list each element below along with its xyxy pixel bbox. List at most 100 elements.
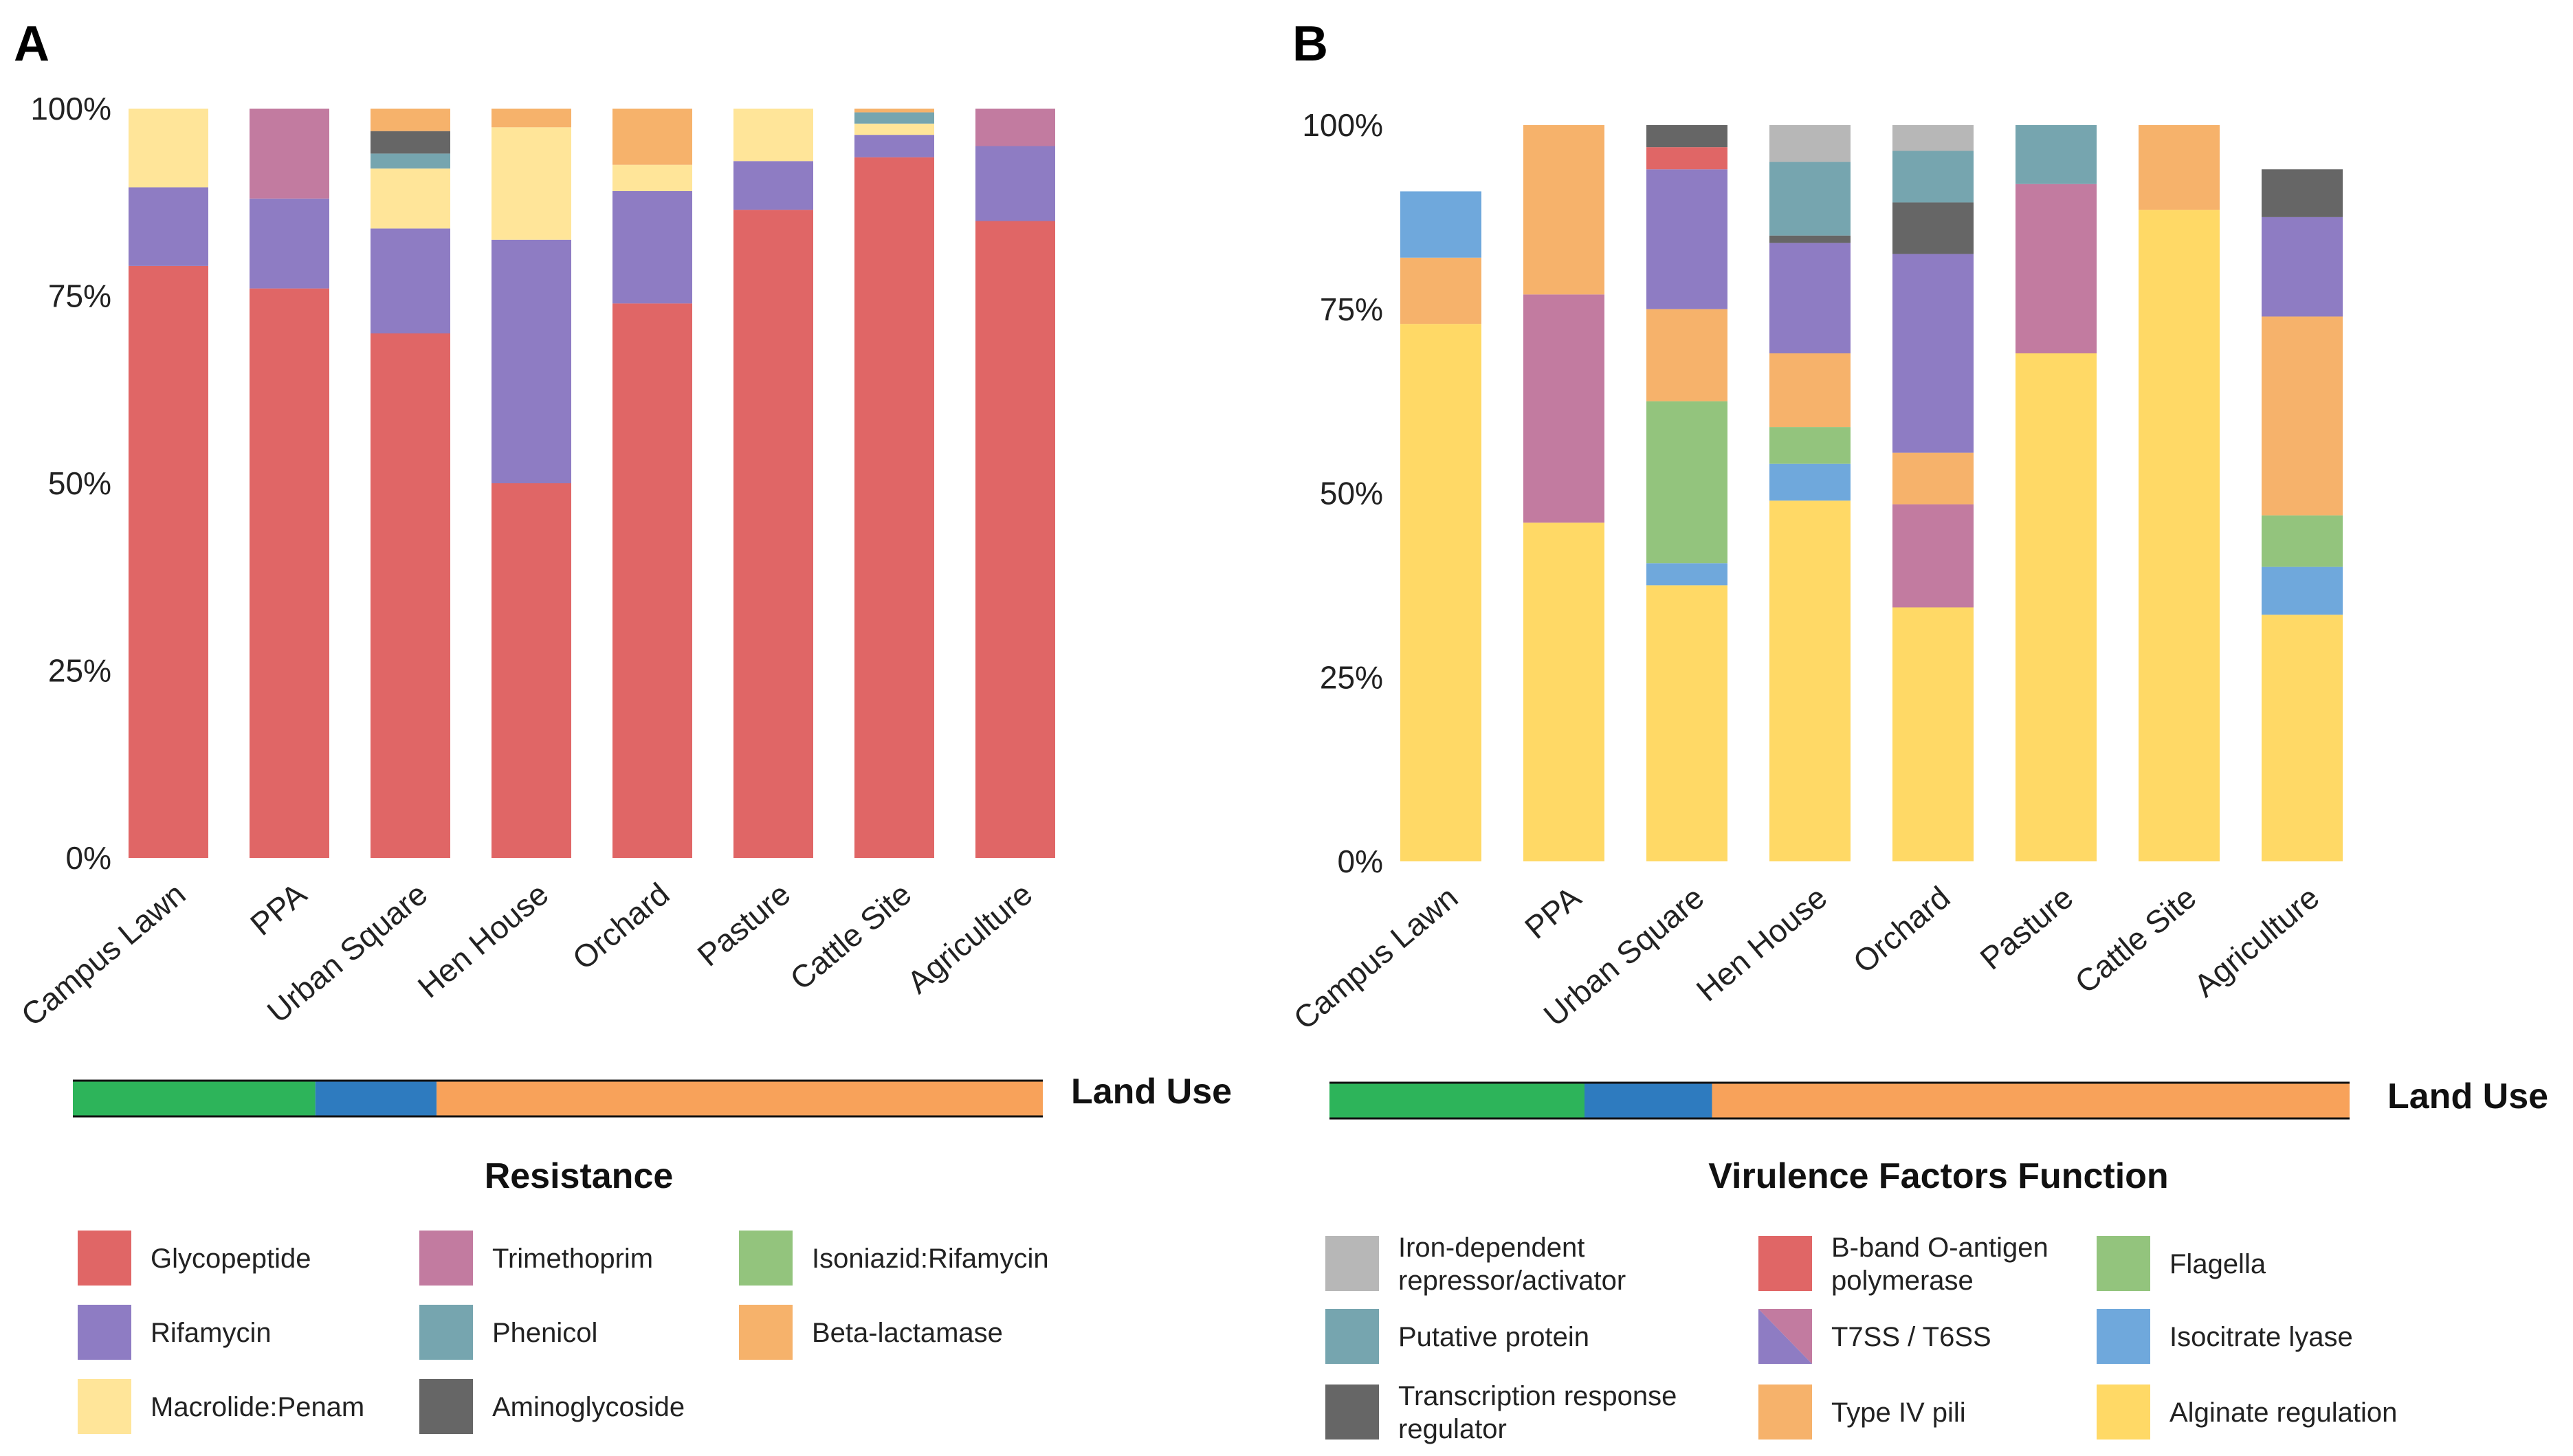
panel-b-bar-pasture-alginate-regulation <box>2016 353 2097 861</box>
panel-a-bar-pasture-macrolide-penam <box>733 109 813 162</box>
panel-b-bar-urban-square-type-iv-pili <box>1646 309 1727 401</box>
panel-a-legend-label-aminoglycoside: Aminoglycoside <box>492 1392 685 1422</box>
panel-a-legend-swatch-trimethoprim <box>419 1231 473 1286</box>
panel-a-bar-urban-square-beta-lactamase <box>371 109 450 131</box>
panel-b-xtick-orchard: Orchard <box>1846 879 1957 980</box>
panel-b-bar-campus-lawn-type-iv-pili <box>1400 257 1481 324</box>
panel-a-bar-orchard-glycopeptide <box>612 303 692 858</box>
panel-b-bar-agriculture-flagella <box>2262 515 2343 567</box>
panel-a-bar-cattle-site-rifamycin <box>854 135 934 157</box>
panel-b-bar-cattle-site-alginate-regulation <box>2139 210 2220 861</box>
panel-b-bar-orchard-alginate-regulation <box>1892 607 1974 861</box>
panel-b-bar-agriculture-isocitrate-lyase <box>2262 566 2343 615</box>
panel-a-bar-campus-lawn-macrolide-penam <box>129 109 208 188</box>
panel-a-bar-orchard-beta-lactamase <box>612 109 692 165</box>
panel-a-bar-pasture-glycopeptide <box>733 210 813 858</box>
panel-a-legend-swatch-beta-lactamase <box>739 1305 793 1360</box>
panel-b-xtick-pasture: Pasture <box>1974 879 2080 977</box>
panel-b-bar-orchard-t7ss-t6ss-purple <box>1892 254 1974 453</box>
panel-b-legend-label-putative-protein: Putative protein <box>1398 1322 1589 1352</box>
panel-b-ytick-0: 0% <box>1338 843 1383 879</box>
panel-b-bar-hen-house-t7ss-t6ss-purple <box>1769 243 1851 354</box>
panel-a-xtick-cattle-site: Cattle Site <box>783 876 918 997</box>
panel-a-legend-title: Resistance <box>485 1156 674 1196</box>
panel-b-bar-orchard-iron-dependent-repressor-activator <box>1892 125 1974 151</box>
panel-b-legend-label-transcription-response-regulator: Transcription response regulator <box>1398 1381 1677 1444</box>
panel-a-bar-urban-square-phenicol <box>371 153 450 169</box>
panel-b-bar-urban-square-b-band-o-antigen-polymerase <box>1646 147 1727 170</box>
panel-a-bar-hen-house-macrolide-penam <box>492 127 571 240</box>
panel-a-bar-urban-square-macrolide-penam <box>371 168 450 229</box>
panel-b-bar-agriculture-type-iv-pili <box>2262 316 2343 516</box>
panel-b-legend-label-t7ss-t6ss: T7SS / T6SS <box>1831 1322 1991 1352</box>
panel-b-bar-urban-square-t7ss-t6ss-purple <box>1646 169 1727 309</box>
panel-a-bar-ppa-glycopeptide <box>250 288 329 859</box>
panel-a-bar-cattle-site-glycopeptide <box>854 157 934 859</box>
panel-a-xtick-pasture: Pasture <box>691 876 797 973</box>
panel-b-bar-ppa-alginate-regulation <box>1523 522 1604 861</box>
panel-b-bar-hen-house-flagella <box>1769 427 1851 464</box>
panel-a-legend-label-rifamycin: Rifamycin <box>151 1318 272 1348</box>
panel-a-ytick-25: 25% <box>48 653 111 689</box>
panel-b-ytick-25: 25% <box>1320 659 1383 695</box>
panel-a-land-use-label: Land Use <box>1071 1072 1232 1112</box>
panel-b-bar-hen-house-transcription-response-regulator <box>1769 235 1851 243</box>
panel-b-ytick-75: 75% <box>1320 291 1383 327</box>
panel-b-bar-hen-house-alginate-regulation <box>1769 500 1851 861</box>
panel-b-bar-pasture-t7ss-t6ss <box>2016 184 2097 354</box>
panel-b-bar-orchard-transcription-response-regulator <box>1892 202 1974 254</box>
panel-a-legend-swatch-rifamycin <box>78 1305 131 1360</box>
panel-a-ytick-75: 75% <box>48 278 111 314</box>
panel-b-legend-label-iron-dependent-repressor-activator: Iron-dependent repressor/activator <box>1398 1233 1626 1296</box>
panel-b-legend-title: Virulence Factors Function <box>1708 1156 2168 1196</box>
panel-b-bar-orchard-putative-protein <box>1892 151 1974 203</box>
panel-a-legend-swatch-isoniazid-rifamycin <box>739 1231 793 1286</box>
panel-a-bar-agriculture-trimethoprim <box>975 109 1055 146</box>
panel-b-legend-swatch-t7ss-t6ss-purple <box>1758 1309 1812 1364</box>
panel-a-legend-label-isoniazid-rifamycin: Isoniazid:Rifamycin <box>812 1244 1049 1274</box>
panel-b-bar-hen-house-putative-protein <box>1769 162 1851 236</box>
panel-b-legend-swatch-type-iv-pili <box>1758 1385 1812 1440</box>
panel-b-bar-urban-square-flagella <box>1646 401 1727 564</box>
panel-b-bar-agriculture-alginate-regulation <box>2262 615 2343 861</box>
panel-b-letter: B <box>1292 16 1328 71</box>
panel-b-land-use-label: Land Use <box>2387 1077 2548 1116</box>
panel-a-bar-agriculture-glycopeptide <box>975 221 1055 858</box>
panel-b-legend-label-b-band-o-antigen-polymerase: B-band O-antigen polymerase <box>1831 1233 2049 1296</box>
panel-b-bar-urban-square-transcription-response-regulator <box>1646 125 1727 148</box>
panel-b-bar-hen-house-type-iv-pili <box>1769 353 1851 428</box>
panel-b-legend-swatch-putative-protein <box>1325 1309 1379 1364</box>
panel-a-bar-urban-square-glycopeptide <box>371 333 450 858</box>
panel-b-bar-campus-lawn-alginate-regulation <box>1400 324 1481 861</box>
panel-a-bar-urban-square-rifamycin <box>371 228 450 333</box>
panel-b-land-use-segment-2 <box>1584 1083 1712 1118</box>
panel-a-bar-ppa-rifamycin <box>250 198 329 289</box>
panel-a-legend-label-trimethoprim: Trimethoprim <box>492 1244 653 1274</box>
panel-a-xtick-ppa: PPA <box>243 876 313 942</box>
panel-a-legend-swatch-aminoglycoside <box>419 1379 473 1434</box>
panel-a-legend-swatch-macrolide-penam <box>78 1379 131 1434</box>
panel-b-bar-hen-house-isocitrate-lyase <box>1769 463 1851 501</box>
panel-b-legend-label-alginate-regulation: Alginate regulation <box>2169 1398 2397 1428</box>
panel-b-bar-ppa-t7ss-t6ss <box>1523 294 1604 523</box>
panel-b-bar-orchard-type-iv-pili <box>1892 452 1974 505</box>
panel-b-bar-orchard-t7ss-t6ss <box>1892 504 1974 608</box>
panel-a-bar-pasture-rifamycin <box>733 161 813 210</box>
panel-b-xtick-agriculture: Agriculture <box>2187 879 2326 1004</box>
panel-a-bar-cattle-site-beta-lactamase <box>854 109 934 113</box>
panel-a-legend-label-glycopeptide: Glycopeptide <box>151 1244 311 1274</box>
panel-b-ytick-100: 100% <box>1302 107 1383 143</box>
panel-a-legend-label-macrolide-penam: Macrolide:Penam <box>151 1392 364 1422</box>
panel-b-bar-hen-house-iron-dependent-repressor-activator <box>1769 125 1851 162</box>
panel-a-xtick-orchard: Orchard <box>566 876 676 977</box>
panel-b-xtick-hen-house: Hen House <box>1690 879 1834 1008</box>
panel-a-ytick-100: 100% <box>30 91 111 126</box>
panel-b-xtick-campus-lawn: Campus Lawn <box>1287 879 1465 1037</box>
panel-b-xtick-cattle-site: Cattle Site <box>2068 879 2202 1000</box>
panel-a-bar-ppa-trimethoprim <box>250 109 329 199</box>
panel-a-legend-swatch-glycopeptide <box>78 1231 131 1286</box>
panel-a-land-use-segment-3 <box>437 1081 1043 1116</box>
panel-a-legend: Glycopeptide Trimethoprim Isoniazid:Rifamy… <box>78 1231 1049 1434</box>
